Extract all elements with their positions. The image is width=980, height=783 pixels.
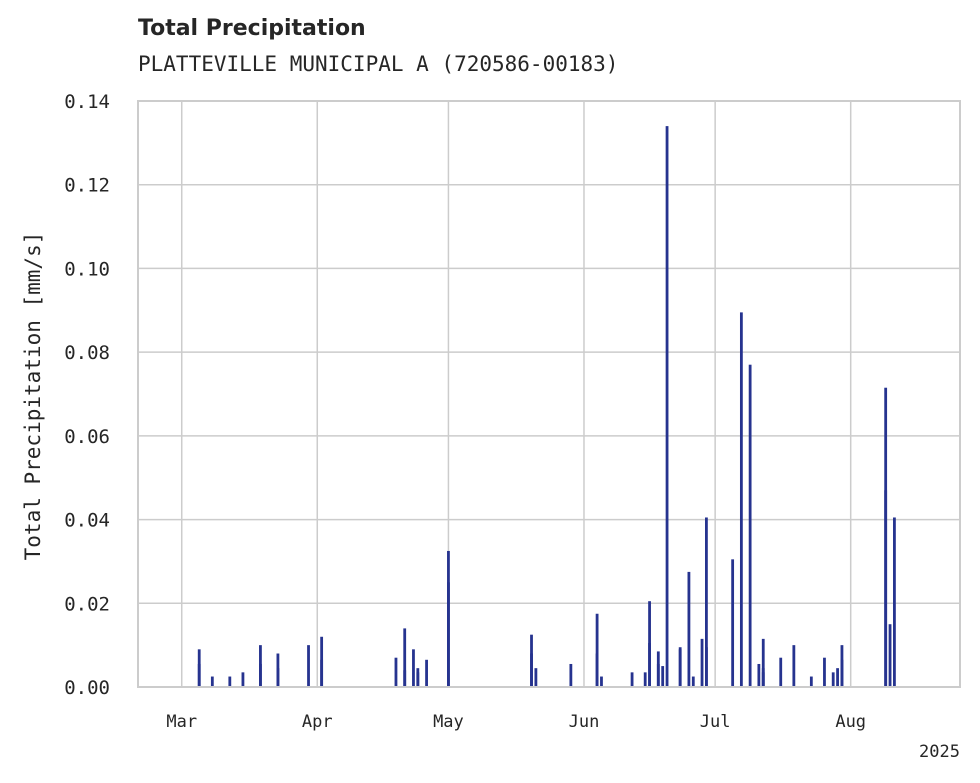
bars [197,126,896,688]
y-axis-label: Total Precipitation [mm/s] [21,232,45,561]
precip-bar [320,659,324,687]
precip-bar [595,653,599,687]
x-axis-year-label: 2025 [919,742,960,762]
precip-bar [731,559,735,687]
precip-bar [831,672,835,687]
precip-bar [761,638,765,687]
precip-bar [630,672,634,687]
y-tick-label: 0.12 [64,175,110,197]
y-tick-labels: 0.00 0.02 0.04 0.06 0.08 0.10 0.12 0.14 [64,91,110,699]
precip-bar [705,517,708,687]
precip-bar [276,668,280,687]
precip-bar [809,676,813,687]
precip-bar [888,624,892,687]
y-tick-label: 0.10 [64,258,110,280]
precip-bar [893,517,896,687]
x-tick-label: Apr [302,712,333,732]
precip-bar [412,649,415,687]
precip-bar [648,643,651,687]
precip-bar [792,645,796,687]
precip-bar [748,364,752,687]
x-tick-label: Aug [835,712,866,732]
precip-bar [416,672,420,687]
precip-bar [241,672,245,687]
precip-bar [700,638,704,687]
precip-bar [447,582,450,687]
precip-bar [705,647,708,687]
precip-bar [687,571,691,687]
precip-bar [691,676,695,687]
precip-bar [394,657,398,687]
chart-title: Total Precipitation [138,16,366,41]
y-tick-label: 0.04 [64,510,110,532]
y-tick-label: 0.06 [64,426,110,448]
x-tick-label: Mar [166,712,197,732]
precip-bar [884,387,888,687]
y-tick-label: 0.02 [64,593,110,615]
precip-bar [761,672,765,687]
precip-bar [259,663,262,687]
axes [137,100,961,688]
precip-bar [210,676,214,687]
precip-bar [840,659,844,687]
precip-bar [656,651,660,687]
x-tick-labels: Mar Apr May Jun Jul Aug [166,712,866,732]
chart-subtitle: PLATTEVILLE MUNICIPAL A (720586-00183) [138,52,619,76]
plot-frame [137,100,961,688]
precip-bar [643,672,647,687]
precip-bar [228,676,232,687]
precip-bar [197,663,201,687]
precip-bar [779,657,783,687]
precip-bar [530,653,533,687]
precip-bar [403,628,407,687]
precip-bar [739,312,743,687]
y-tick-label: 0.14 [64,91,110,113]
precip-bar [757,663,761,687]
precip-bar [403,670,407,687]
x-tick-label: Jun [569,712,600,732]
precip-bar [661,666,665,687]
gridlines [138,100,960,688]
precip-bar [823,657,826,687]
precip-bar [569,663,573,687]
y-tick-label: 0.00 [64,677,110,699]
precip-bar [836,668,839,687]
y-tick-label: 0.08 [64,342,110,364]
precip-bar [600,676,603,687]
precip-bar [534,668,538,687]
x-tick-label: Jul [700,712,731,732]
x-tick-label: May [433,712,464,732]
precip-bar [678,647,682,687]
precip-bar [307,645,310,687]
precip-bar [665,126,669,688]
precip-bar [595,613,599,687]
precip-bar [425,659,428,687]
